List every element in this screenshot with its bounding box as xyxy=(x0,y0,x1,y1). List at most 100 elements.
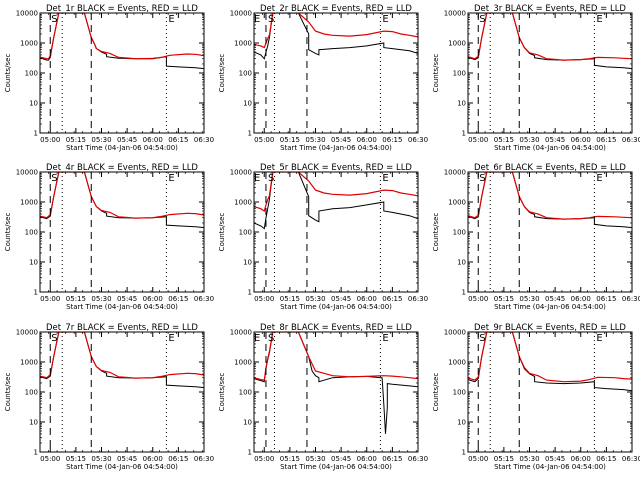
flag-label: E xyxy=(382,173,388,184)
y-axis-label: Counts/sec xyxy=(4,54,12,93)
flag-label: E xyxy=(382,14,388,25)
x-tick-label: 06:00 xyxy=(357,455,377,463)
series-group xyxy=(254,172,418,230)
y-tick-label: 1 xyxy=(34,130,38,138)
plot-panel-8: 1 10 100 1000 10000 05:00 05:15 05:30 05:45 06:00… xyxy=(218,323,428,471)
y-tick-label: 1000 xyxy=(448,359,466,367)
series-lld-line xyxy=(40,172,204,219)
x-tick-label: 05:45 xyxy=(331,136,351,144)
x-tick-label: 05:15 xyxy=(280,455,300,463)
plot-panel-4: 1 10 100 1000 10000 05:00 05:15 05:30 05:45 06:00… xyxy=(4,163,214,311)
flag-label: S xyxy=(479,333,485,344)
y-axis-label: Counts/sec xyxy=(4,373,12,412)
y-tick-label: 1 xyxy=(248,130,252,138)
y-tick-label: 1000 xyxy=(234,359,252,367)
x-axis-label: Start Time (04-Jan-06 04:54:00) xyxy=(280,303,392,311)
y-tick-label: 1 xyxy=(34,449,38,457)
plot-title: Det_4r BLACK = Events, RED = LLD xyxy=(46,163,198,173)
series-group xyxy=(254,13,418,60)
x-tick-label: 05:45 xyxy=(545,455,565,463)
plot-title: Det_5r BLACK = Events, RED = LLD xyxy=(260,163,412,173)
x-tick-label: 05:30 xyxy=(305,455,325,463)
x-tick-label: 05:30 xyxy=(91,455,111,463)
x-tick-label: 06:15 xyxy=(168,455,188,463)
x-tick-label: 06:30 xyxy=(622,455,640,463)
y-tick-label: 100 xyxy=(25,229,38,237)
y-tick-label: 100 xyxy=(453,70,466,78)
x-tick-label: 06:00 xyxy=(357,136,377,144)
x-tick-label: 05:30 xyxy=(305,295,325,303)
y-tick-label: 10 xyxy=(29,259,38,267)
y-axis-label: Counts/sec xyxy=(4,213,12,252)
y-tick-label: 10000 xyxy=(16,10,38,18)
y-tick-label: 10 xyxy=(457,100,466,108)
x-tick-label: 06:15 xyxy=(382,136,402,144)
series-lld-line xyxy=(468,332,632,383)
plot-title: Det_6r BLACK = Events, RED = LLD xyxy=(474,163,626,173)
x-tick-label: 06:30 xyxy=(622,136,640,144)
y-axis-label: Counts/sec xyxy=(218,373,226,412)
x-tick-label: 05:15 xyxy=(66,455,86,463)
x-tick-label: 06:00 xyxy=(571,295,591,303)
y-tick-label: 10000 xyxy=(444,329,466,337)
flag-label: E xyxy=(168,173,174,184)
x-tick-label: 06:15 xyxy=(596,136,616,144)
x-tick-label: 06:30 xyxy=(194,295,214,303)
x-tick-label: 06:30 xyxy=(408,295,428,303)
y-tick-label: 100 xyxy=(239,70,252,78)
x-tick-label: 06:15 xyxy=(382,295,402,303)
y-tick-label: 10000 xyxy=(444,169,466,177)
y-tick-label: 10000 xyxy=(230,10,252,18)
series-lld-line xyxy=(254,172,418,212)
plot-panel-7: 1 10 100 1000 10000 05:00 05:15 05:30 05:45 06:00… xyxy=(4,323,214,471)
x-tick-label: 05:00 xyxy=(40,295,60,303)
x-tick-label: 06:30 xyxy=(622,295,640,303)
y-tick-label: 10 xyxy=(29,100,38,108)
x-tick-label: 05:15 xyxy=(494,136,514,144)
plot-panel-3: 1 10 100 1000 10000 05:00 05:15 05:30 05:45 06:00… xyxy=(432,4,640,152)
x-tick-label: 05:45 xyxy=(331,455,351,463)
x-tick-label: 05:15 xyxy=(280,136,300,144)
x-tick-label: 05:15 xyxy=(66,295,86,303)
plot-title: Det_3r BLACK = Events, RED = LLD xyxy=(474,4,626,14)
x-tick-label: 05:15 xyxy=(66,136,86,144)
x-tick-label: 06:15 xyxy=(382,455,402,463)
series-group xyxy=(40,172,204,229)
y-axis-label: Counts/sec xyxy=(432,373,440,412)
x-tick-label: 05:30 xyxy=(519,136,539,144)
y-tick-label: 100 xyxy=(453,389,466,397)
plot-frame xyxy=(467,331,633,453)
y-tick-label: 10 xyxy=(457,419,466,427)
x-tick-label: 05:45 xyxy=(117,295,137,303)
series-events-line xyxy=(40,332,204,389)
y-axis-label: Counts/sec xyxy=(432,54,440,93)
series-events-line xyxy=(468,172,632,229)
y-tick-label: 10000 xyxy=(444,10,466,18)
x-tick-label: 06:15 xyxy=(596,295,616,303)
y-tick-label: 1000 xyxy=(234,199,252,207)
x-tick-label: 05:00 xyxy=(468,136,488,144)
series-lld-line xyxy=(40,13,204,60)
x-axis-label: Start Time (04-Jan-06 04:54:00) xyxy=(66,303,178,311)
flag-label: S xyxy=(51,14,57,25)
plot-frame xyxy=(253,171,419,293)
series-lld-line xyxy=(40,332,204,379)
x-tick-label: 06:00 xyxy=(571,136,591,144)
flag-label: E xyxy=(596,173,602,184)
flag-label: S xyxy=(479,14,485,25)
series-events-line xyxy=(40,13,204,70)
x-axis-label: Start Time (04-Jan-06 04:54:00) xyxy=(494,144,606,152)
flag-label: S xyxy=(51,173,57,184)
series-lld-line xyxy=(468,172,632,220)
flag-label: E xyxy=(596,14,602,25)
y-tick-label: 1000 xyxy=(20,359,38,367)
y-axis-label: Counts/sec xyxy=(218,54,226,93)
y-tick-label: 1 xyxy=(462,449,466,457)
y-tick-label: 1000 xyxy=(234,40,252,48)
x-tick-label: 05:30 xyxy=(519,295,539,303)
plot-panel-6: 1 10 100 1000 10000 05:00 05:15 05:30 05:45 06:00… xyxy=(432,163,640,311)
y-tick-label: 10 xyxy=(243,259,252,267)
plot-title: Det_9r BLACK = Events, RED = LLD xyxy=(474,323,626,333)
series-events-line xyxy=(468,332,632,392)
x-tick-label: 05:30 xyxy=(91,136,111,144)
